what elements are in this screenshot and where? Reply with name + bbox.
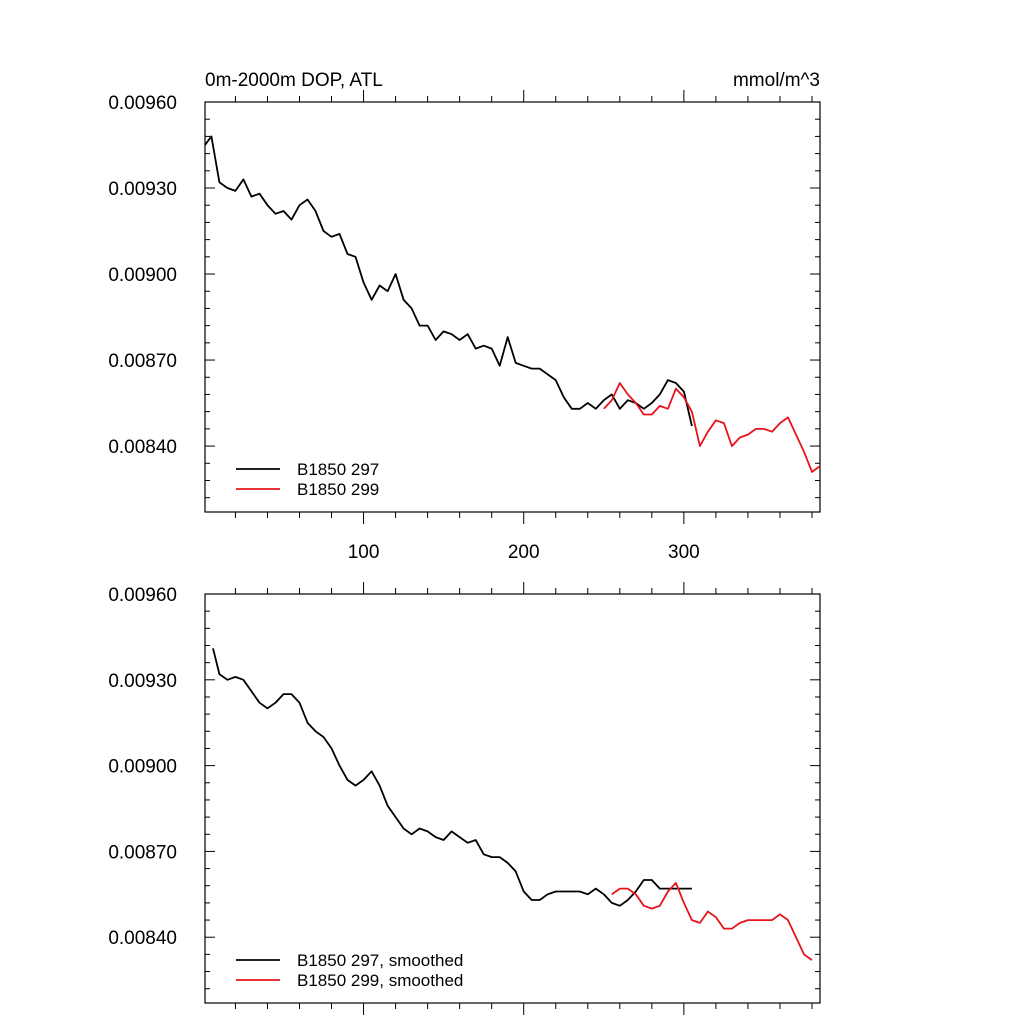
y-tick-label: 0.00900 xyxy=(108,757,177,778)
legend-label: B1850 297 xyxy=(297,460,379,479)
series-line-black xyxy=(212,648,692,907)
y-tick-label: 0.00960 xyxy=(108,93,177,114)
y-tick-label: 0.00840 xyxy=(108,928,177,949)
legend-label: B1850 299, smoothed xyxy=(297,971,463,990)
y-tick-label: 0.00870 xyxy=(108,842,177,863)
y-tick-label: 0.00960 xyxy=(108,585,177,606)
x-tick-label: 300 xyxy=(668,542,700,563)
y-tick-label: 0.00840 xyxy=(108,437,177,458)
legend-label: B1850 297, smoothed xyxy=(297,951,463,970)
y-tick-label: 0.00930 xyxy=(108,671,177,692)
top-plot-area: 0.00960 0.00930 0.00900 0.00870 0.00840 100 20… xyxy=(108,90,821,563)
x-tick-label: 100 xyxy=(348,542,380,563)
y-tick-label: 0.00930 xyxy=(108,179,177,200)
top-panel: 0m-2000m DOP, ATL mmol/m^3 0.00960 0.0093… xyxy=(108,70,821,563)
units-label: mmol/m^3 xyxy=(733,70,820,91)
y-tick-label: 0.00900 xyxy=(108,265,177,286)
series-line-red xyxy=(611,882,813,961)
series-line-red xyxy=(603,382,821,473)
x-tick-label: 200 xyxy=(508,542,540,563)
bottom-panel: 0.00960 0.00930 0.00900 0.00870 0.00840 B1850… xyxy=(108,582,821,1015)
bottom-plot-area: 0.00960 0.00930 0.00900 0.00870 0.00840 B1850… xyxy=(108,582,821,1015)
plot-frame xyxy=(204,101,821,513)
plot-frame xyxy=(204,593,821,1004)
y-tick-label: 0.00870 xyxy=(108,351,177,372)
series-line-black xyxy=(204,135,693,427)
chart-title: 0m-2000m DOP, ATL xyxy=(205,70,383,91)
legend-label: B1850 299 xyxy=(297,480,379,499)
